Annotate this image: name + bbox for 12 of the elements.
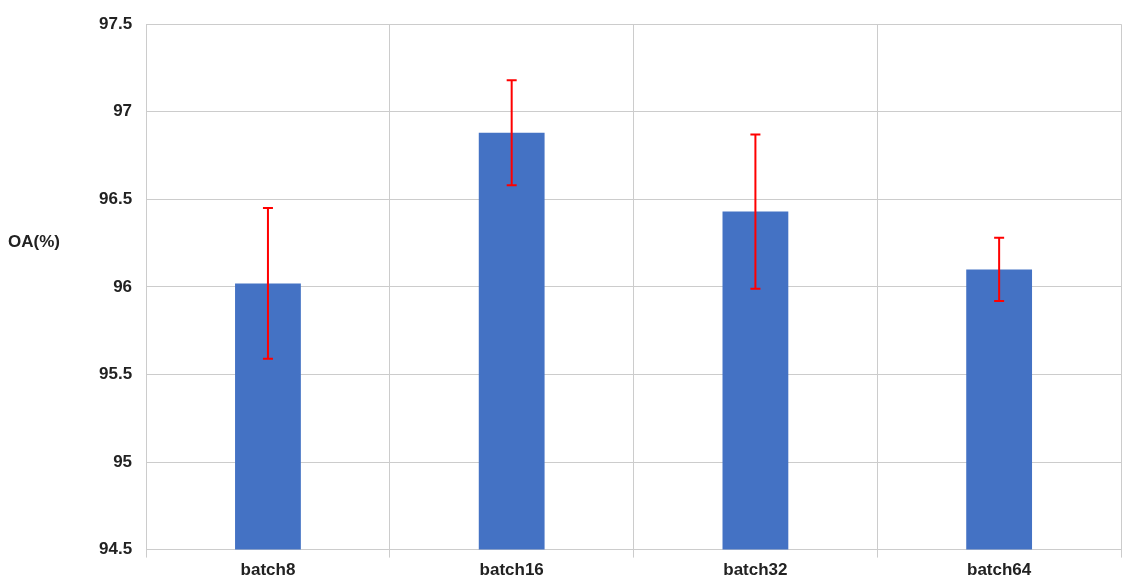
y-tick-label: 97 (113, 101, 133, 121)
y-tick-label: 94.5 (98, 539, 133, 559)
x-tick-label: batch64 (967, 560, 1032, 580)
y-tick-label: 96.5 (98, 189, 133, 209)
y-tick-label: 95 (113, 451, 133, 471)
x-tick-label: batch32 (723, 560, 788, 580)
x-tick-label: batch16 (479, 560, 544, 580)
y-tick-label: 95.5 (98, 364, 133, 384)
x-tick-label: batch8 (240, 560, 296, 580)
y-tick-label: 97.5 (98, 13, 133, 33)
y-tick-label: 96 (113, 276, 133, 296)
y-axis-title: OA(%) (8, 232, 60, 252)
